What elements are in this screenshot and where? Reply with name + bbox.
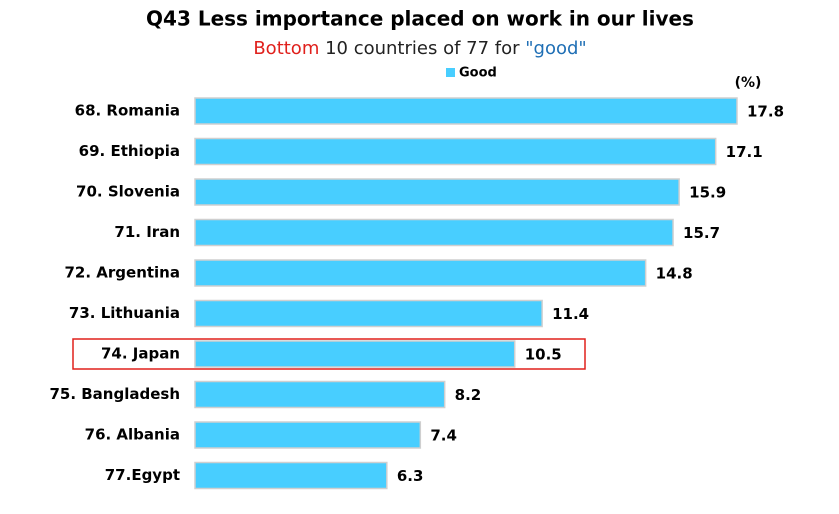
bar xyxy=(194,137,717,166)
y-tick-label: 74. Japan xyxy=(101,345,180,363)
bar xyxy=(194,178,680,206)
bar xyxy=(194,380,446,409)
bar xyxy=(194,218,674,247)
y-tick-label: 68. Romania xyxy=(75,102,180,120)
y-tick-label: 69. Ethiopia xyxy=(79,142,180,160)
y-tick-label: 72. Argentina xyxy=(64,264,180,282)
chart-title: Q43 Less importance placed on work in ou… xyxy=(146,7,694,31)
bar xyxy=(194,340,516,368)
subtitle-part: Bottom xyxy=(253,38,319,59)
value-label: 17.1 xyxy=(726,143,763,161)
value-label: 15.7 xyxy=(683,224,720,242)
value-label: 15.9 xyxy=(689,184,726,202)
value-label: 8.2 xyxy=(455,386,482,404)
value-label: 6.3 xyxy=(397,467,424,485)
y-tick-label: 77.Egypt xyxy=(105,466,180,484)
bar xyxy=(194,461,388,490)
chart-subtitle: Bottom 10 countries of 77 for "good" xyxy=(253,38,586,59)
bar xyxy=(194,421,422,449)
value-label: 7.4 xyxy=(430,427,457,445)
value-label: 14.8 xyxy=(656,265,693,283)
value-label: 17.8 xyxy=(747,103,784,121)
y-tick-label: 75. Bangladesh xyxy=(49,385,180,403)
y-tick-label: 76. Albania xyxy=(85,426,180,444)
bar xyxy=(194,97,738,125)
subtitle-part: 10 countries of 77 for xyxy=(319,38,525,59)
y-tick-label: 73. Lithuania xyxy=(69,304,180,322)
legend-swatch xyxy=(446,68,455,77)
value-label: 11.4 xyxy=(552,305,589,323)
highlight-box xyxy=(72,338,586,370)
y-tick-label: 70. Slovenia xyxy=(76,183,180,201)
legend-label: Good xyxy=(459,66,497,81)
unit-label: (%) xyxy=(735,75,762,91)
subtitle-part: "good" xyxy=(525,38,586,59)
bar xyxy=(194,259,647,287)
bar xyxy=(194,299,543,328)
value-label: 10.5 xyxy=(525,346,562,364)
y-tick-label: 71. Iran xyxy=(114,223,180,241)
